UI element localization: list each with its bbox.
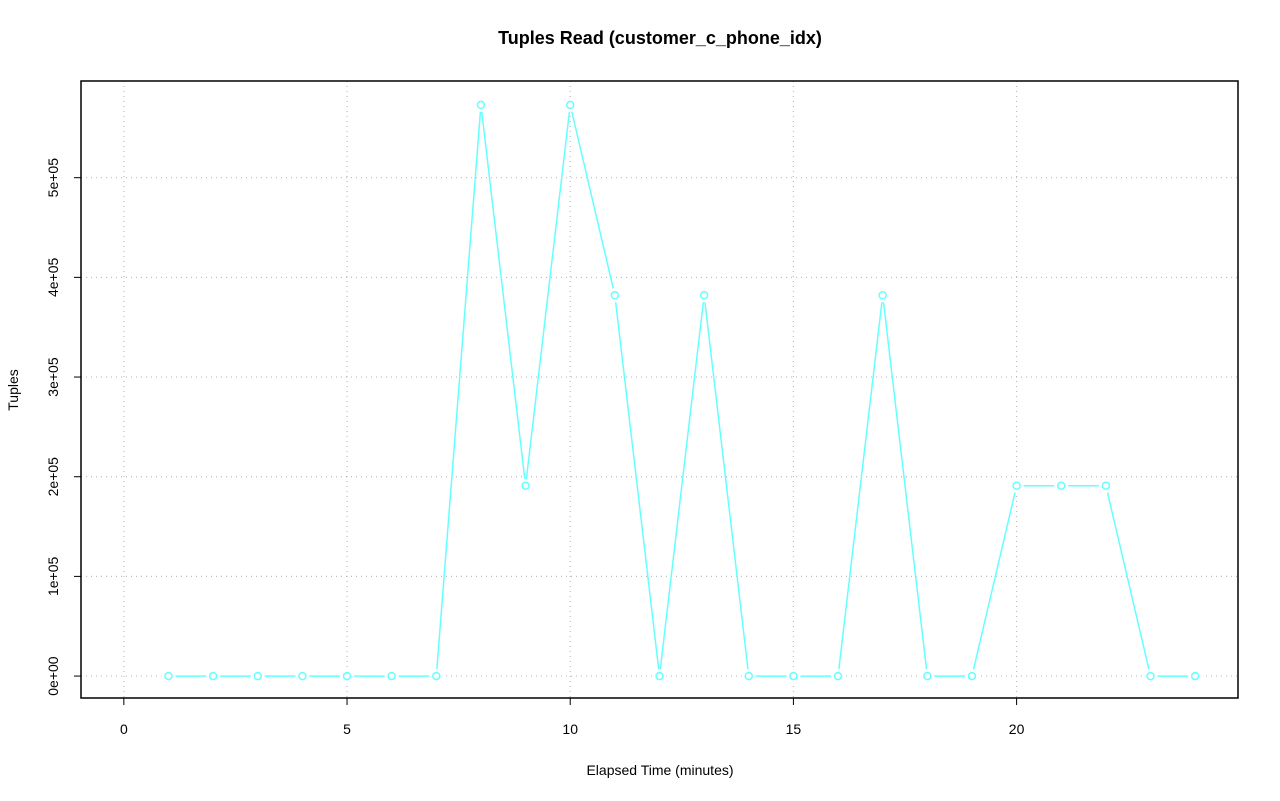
point xyxy=(476,100,486,110)
x-tick-label: 15 xyxy=(786,721,802,737)
x-tick-label: 5 xyxy=(343,721,351,737)
point xyxy=(833,671,843,681)
point xyxy=(1190,671,1200,681)
point xyxy=(967,671,977,681)
point xyxy=(565,100,575,110)
y-tick-label: 5e+05 xyxy=(45,158,61,198)
point xyxy=(655,671,664,681)
y-tick-label: 2e+05 xyxy=(45,457,61,497)
point xyxy=(1101,481,1111,490)
x-tick-label: 10 xyxy=(562,721,578,737)
y-tick-label: 0e+00 xyxy=(45,656,61,696)
point xyxy=(387,671,396,681)
y-tick-label: 1e+05 xyxy=(45,557,61,597)
point xyxy=(208,671,218,681)
x-axis-label: Elapsed Time (minutes) xyxy=(586,762,733,778)
point xyxy=(744,671,754,681)
plot-frame xyxy=(80,80,1239,699)
point xyxy=(342,671,352,681)
x-tick-label: 20 xyxy=(1009,721,1025,737)
point xyxy=(164,671,173,681)
x-tick-label: 0 xyxy=(120,721,128,737)
y-tick-label: 3e+05 xyxy=(45,357,61,397)
point xyxy=(253,671,263,681)
point xyxy=(699,291,709,300)
series-line xyxy=(168,104,1196,677)
point xyxy=(1056,481,1066,490)
point xyxy=(923,671,932,681)
point xyxy=(789,671,798,681)
chart-title: Tuples Read (customer_c_phone_idx) xyxy=(498,28,822,48)
point xyxy=(298,671,307,681)
point xyxy=(878,291,887,300)
y-tick-label: 4e+05 xyxy=(45,257,61,297)
point xyxy=(1012,481,1021,490)
point xyxy=(521,481,530,490)
point xyxy=(1146,671,1155,681)
point xyxy=(432,671,441,681)
y-axis-label: Tuples xyxy=(5,369,21,411)
point xyxy=(610,291,620,300)
